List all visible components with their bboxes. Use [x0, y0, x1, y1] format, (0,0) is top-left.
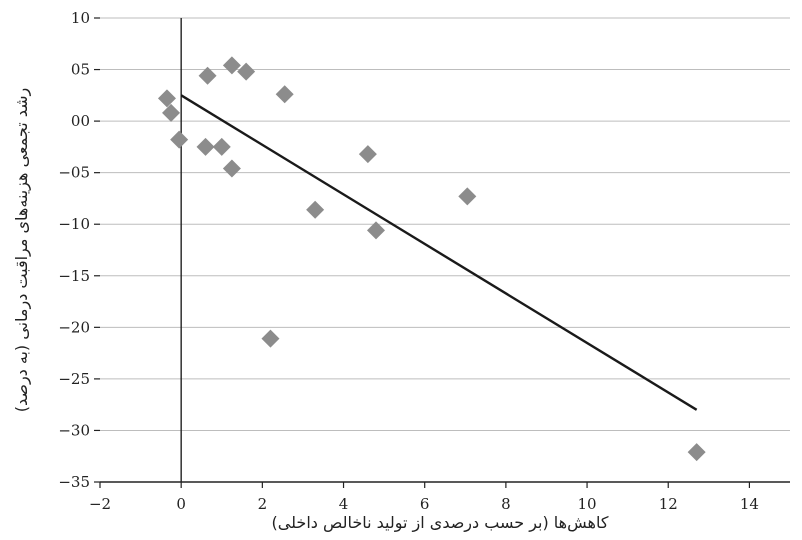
- y-tick-label: −25: [58, 370, 90, 388]
- regression-line: [180, 94, 698, 411]
- data-point: [261, 329, 280, 348]
- data-point: [162, 103, 181, 122]
- y-tick-label: −20: [58, 318, 90, 336]
- x-tick-label: 12: [659, 495, 678, 513]
- data-point: [306, 200, 325, 219]
- data-point: [237, 62, 256, 81]
- data-point: [198, 66, 217, 85]
- axes: [94, 17, 790, 488]
- y-tick-label: −15: [58, 267, 90, 285]
- data-point: [196, 137, 215, 156]
- x-tick-label: 14: [740, 495, 759, 513]
- y-tick-label: −10: [58, 215, 90, 233]
- data-point: [222, 56, 241, 75]
- y-tick-label: −05: [58, 164, 90, 182]
- gridlines: [100, 17, 790, 431]
- regression-line-group: [180, 94, 698, 411]
- data-point: [222, 159, 241, 178]
- x-tick-label: 6: [420, 495, 430, 513]
- x-tick-label: 8: [501, 495, 511, 513]
- y-tick-label: −30: [58, 421, 90, 439]
- data-point: [687, 443, 706, 462]
- data-point: [367, 221, 385, 240]
- y-tick-label: 05: [71, 61, 90, 79]
- y-tick-label: 10: [71, 9, 90, 27]
- x-tick-label: 4: [339, 495, 349, 513]
- x-tick-label: 2: [258, 495, 268, 513]
- data-point: [157, 89, 176, 108]
- x-tick-label: −2: [89, 495, 111, 513]
- data-point: [275, 85, 294, 104]
- x-tick-label: 10: [578, 495, 597, 513]
- y-tick-label: −35: [58, 473, 90, 491]
- y-tick-label: 00: [71, 112, 90, 130]
- data-point: [358, 145, 377, 164]
- data-point: [458, 187, 477, 206]
- x-tick-label: 0: [176, 495, 186, 513]
- y-axis-title: رشد تجمعی هزینه‌های مراقبت درمانی (به در…: [12, 88, 32, 413]
- data-point: [212, 137, 231, 156]
- data-points: [157, 56, 706, 462]
- x-axis-title: کاهش‌ها (بر حسب درصدی از تولید ناخالص دا…: [272, 513, 609, 533]
- data-point: [170, 130, 189, 149]
